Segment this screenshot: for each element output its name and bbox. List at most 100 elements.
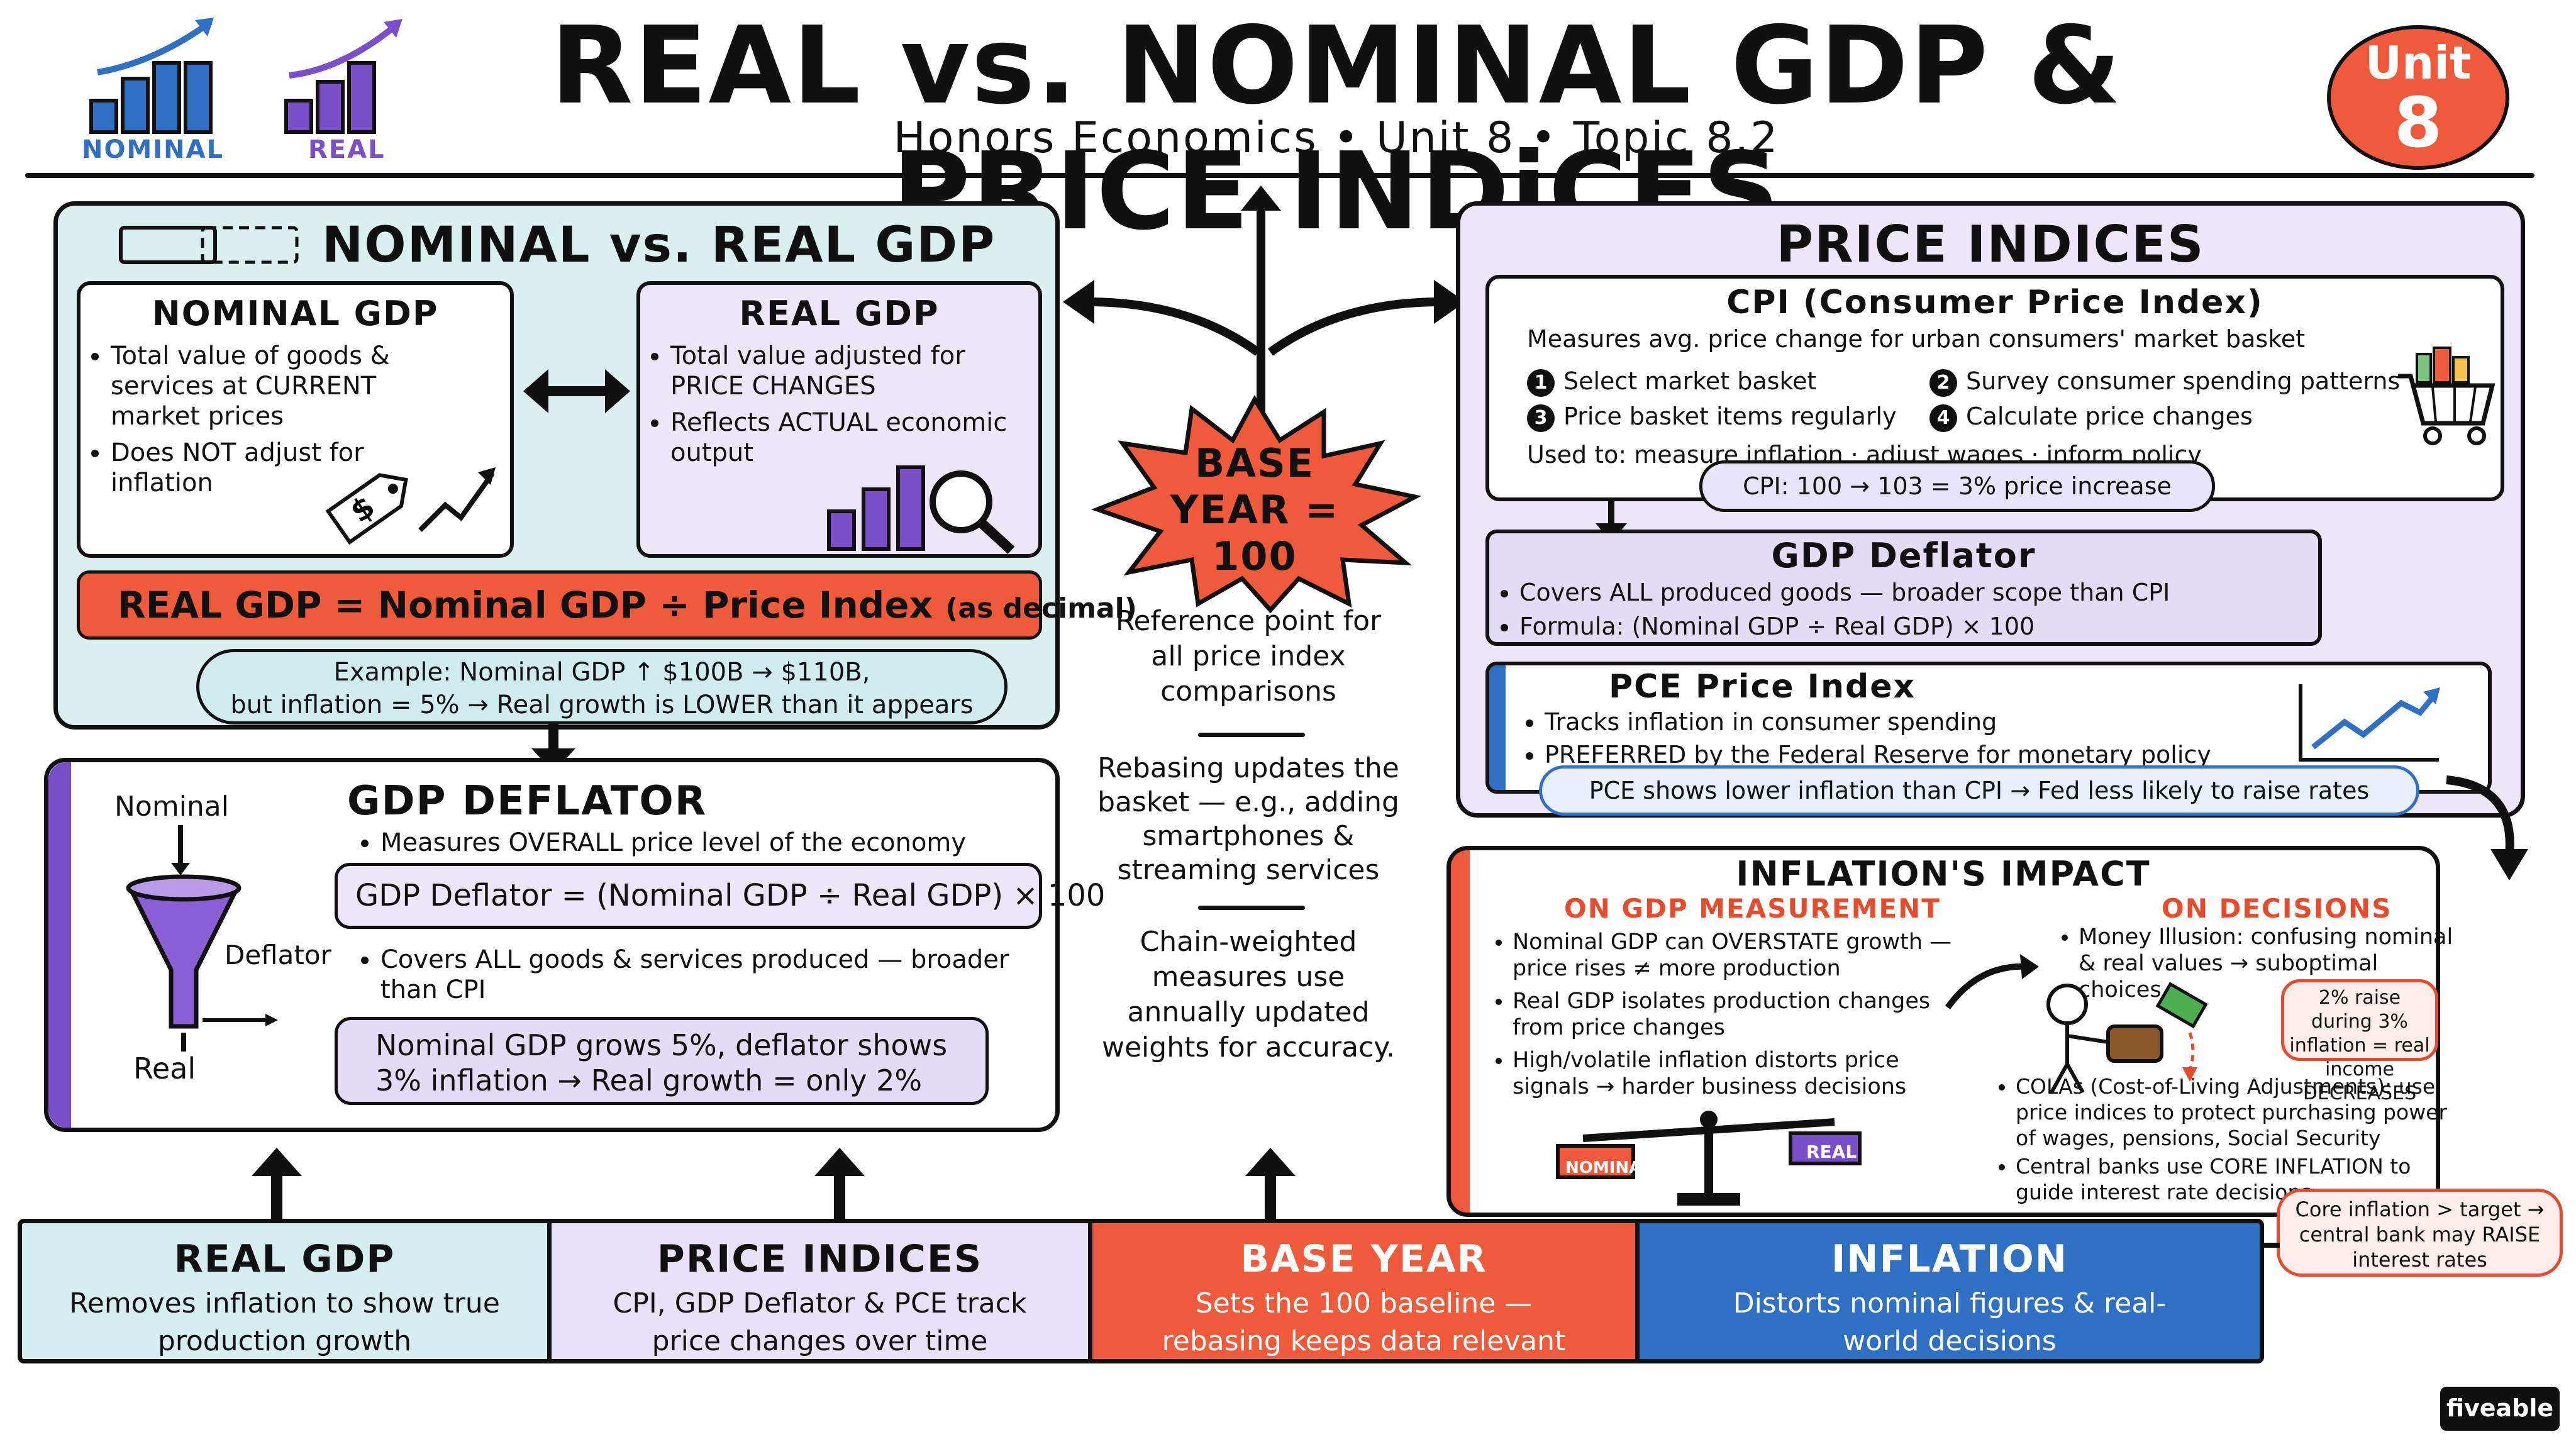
gdp-impact-bullet: Real GDP isolates production changes fro… xyxy=(1513,988,1978,1041)
raise-note: 2% raise during 3% inflation = real inco… xyxy=(2289,987,2430,1104)
nominal-real-title: NOMINAL vs. REAL GDP xyxy=(322,217,996,274)
curved-arrow-icon xyxy=(2446,775,2528,880)
step-label: Select market basket xyxy=(1563,367,1817,395)
deflator-accent-bar xyxy=(48,762,71,1128)
summary-title: BASE YEAR xyxy=(1240,1237,1487,1281)
pce-note: PCE shows lower inflation than CPI → Fed… xyxy=(1589,777,2370,804)
price-tag-outline-icon xyxy=(119,226,299,264)
decisions-bullet: COLAs (Cost-of-Living Adjustments): use … xyxy=(2016,1074,2468,1151)
brand-text: fiveable xyxy=(2446,1394,2554,1422)
scale-right-label: REAL xyxy=(1806,1141,1857,1162)
center-divider xyxy=(1198,733,1305,737)
summary-price-indices: PRICE INDICES CPI, GDP Deflator & PCE tr… xyxy=(547,1219,1088,1363)
step-label: Price basket items regularly xyxy=(1563,402,1897,430)
real-gdp-formula: REAL GDP = Nominal GDP ÷ Price Index (as… xyxy=(77,570,1137,640)
nominal-gdp-card: NOMINAL GDP Total value of goods & servi… xyxy=(77,281,514,558)
summary-base-year: BASE YEAR Sets the 100 baseline — rebasi… xyxy=(1088,1219,1635,1363)
step-number: 2 xyxy=(1929,369,1957,397)
summary-inflation: INFLATION Distorts nominal figures & rea… xyxy=(1635,1219,2264,1363)
arrow-left-icon xyxy=(1063,280,1261,356)
cpi-description: Measures avg. price change for urban con… xyxy=(1527,325,2306,353)
unit-badge: Unit 8 xyxy=(2327,25,2509,170)
step-label: Calculate price changes xyxy=(1966,402,2253,430)
impact-accent-bar xyxy=(1451,850,1470,1213)
arrow-up-icon xyxy=(1241,186,1281,434)
cpi-step: 4 Calculate price changes xyxy=(1929,399,2400,434)
header-divider xyxy=(25,173,2534,178)
cpi-example-pill: CPI: 100 → 103 = 3% price increase xyxy=(1699,460,2215,512)
fiveable-logo: fiveable xyxy=(2440,1387,2560,1431)
formula-note: (as decimal) xyxy=(945,592,1137,625)
gdp-deflator-card: GDP Deflator Covers ALL produced goods —… xyxy=(1485,530,2322,646)
nominal-vs-real-panel: NOMINAL vs. REAL GDP NOMINAL GDP Total v… xyxy=(53,201,1137,730)
base-year-burst xyxy=(1091,394,1422,614)
nominal-icon-label: NOMINAL xyxy=(82,135,225,164)
decisions-bullet: Money Illusion: confusing nominal & real… xyxy=(2079,924,2456,1003)
formula-text: REAL GDP = Nominal GDP ÷ Price Index xyxy=(118,584,933,626)
real-bullet: Reflects ACTUAL economic output xyxy=(670,408,1023,468)
decisions-bullet: Central banks use CORE INFLATION to guid… xyxy=(2016,1153,2468,1205)
summary-text: Removes inflation to show true productio… xyxy=(69,1287,500,1357)
curved-arrow-right-icon xyxy=(1945,954,2039,1009)
cpi-card: CPI (Consumer Price Index) Measures avg.… xyxy=(1485,275,2504,501)
trend-chart-icon xyxy=(2299,684,2440,762)
impact-title: INFLATION'S IMPACT xyxy=(1736,854,2151,894)
double-arrow-icon xyxy=(523,369,630,413)
deflator-bullet: Covers ALL goods & services produced — b… xyxy=(380,945,1060,1005)
step-number: 3 xyxy=(1527,404,1555,432)
gdp-measurement-heading: ON GDP MEASUREMENT xyxy=(1564,893,1941,924)
cpi-example: CPI: 100 → 103 = 3% price increase xyxy=(1743,472,2172,500)
deflator-example-line: 3% inflation → Real growth = only 2% xyxy=(375,1063,923,1097)
pce-bullet: Tracks inflation in consumer spending xyxy=(1545,706,2488,738)
funnel-top-label: Nominal xyxy=(114,791,229,823)
core-inflation-bubble: Core inflation > target → central bank m… xyxy=(2277,1189,2563,1277)
step-label: Survey consumer spending patterns xyxy=(1966,367,2401,395)
cpi-title: CPI (Consumer Price Index) xyxy=(1726,284,2263,321)
summary-title: INFLATION xyxy=(1831,1237,2068,1281)
base-year-text: Reference point for all price index comp… xyxy=(1115,605,1382,708)
real-gdp-title: REAL GDP xyxy=(739,294,940,333)
cpi-step: 2 Survey consumer spending patterns xyxy=(1929,364,2400,399)
gdp-deflator-card-title: GDP Deflator xyxy=(1771,536,2036,575)
deflator-example-line: Nominal GDP grows 5%, deflator shows xyxy=(375,1028,948,1062)
person-wallet-icon xyxy=(2046,982,2208,1094)
unit-badge-label: Unit xyxy=(2365,36,2472,89)
funnel-side-label: Deflator xyxy=(225,940,331,970)
gdp-impact-bullet: High/volatile inflation distorts price s… xyxy=(1513,1047,1978,1100)
base-year-burst-text: BASE YEAR = 100 xyxy=(1132,440,1377,580)
cpi-used-label: Used to: xyxy=(1527,441,1627,469)
core-note: Core inflation > target → central bank m… xyxy=(2295,1197,2545,1272)
real-bullet: Total value adjusted for PRICE CHANGES xyxy=(670,341,1023,401)
price-indices-title: PRICE INDICES xyxy=(1776,215,2205,274)
gdp-deflator-panel: Nominal Deflator Real GDP DEFLATOR Measu… xyxy=(44,758,1106,1132)
gdp-deflator-bullet: Formula: (Nominal GDP ÷ Real GDP) × 100 xyxy=(1519,609,2318,643)
unit-badge-number: 8 xyxy=(2394,82,2443,163)
magnified-bar-chart-icon xyxy=(827,465,1015,554)
center-divider xyxy=(1198,906,1305,910)
pce-accent-bar xyxy=(1489,665,1506,790)
nominal-bullet: Does NOT adjust for inflation xyxy=(111,438,381,498)
summary-real-gdp: REAL GDP Removes inflation to show true … xyxy=(18,1219,547,1363)
arrow-up-icon xyxy=(252,1148,302,1220)
funnel-bottom-label: Real xyxy=(133,1052,196,1085)
page-subtitle: Honors Economics • Unit 8 • Topic 8.2 xyxy=(893,113,1780,163)
funnel-icon xyxy=(126,825,278,1052)
raise-note-bubble: 2% raise during 3% inflation = real inco… xyxy=(2281,979,2438,1104)
summary-text: Sets the 100 baseline — rebasing keeps d… xyxy=(1162,1287,1566,1357)
cpi-step: 3 Price basket items regularly xyxy=(1527,399,1897,434)
deflator-bullet: Measures OVERALL price level of the econ… xyxy=(380,828,966,857)
nominal-gdp-title: NOMINAL GDP xyxy=(152,294,439,333)
real-icon-label: REAL xyxy=(308,135,386,164)
gdp-impact-bullet: Nominal GDP can OVERSTATE growth — price… xyxy=(1513,929,1978,982)
rebasing-text: Rebasing updates the basket — e.g., addi… xyxy=(1097,752,1399,886)
real-gdp-card: REAL GDP Total value adjusted for PRICE … xyxy=(636,281,1042,558)
deflator-formula-box: GDP Deflator = (Nominal GDP ÷ Real GDP) … xyxy=(335,863,1106,929)
chain-weighted-text: Chain-weighted measures use annually upd… xyxy=(1102,926,1395,1063)
gdp-deflator-bullet: Covers ALL produced goods — broader scop… xyxy=(1519,575,2318,609)
scale-left-label: NOMINAL xyxy=(1565,1158,1652,1177)
step-number: 4 xyxy=(1929,404,1957,432)
deflator-title: GDP DEFLATOR xyxy=(347,778,708,824)
arrow-up-icon xyxy=(1245,1148,1296,1220)
deflator-formula: GDP Deflator = (Nominal GDP ÷ Real GDP) … xyxy=(355,878,1106,913)
burst-line: YEAR = 100 xyxy=(1170,487,1340,579)
